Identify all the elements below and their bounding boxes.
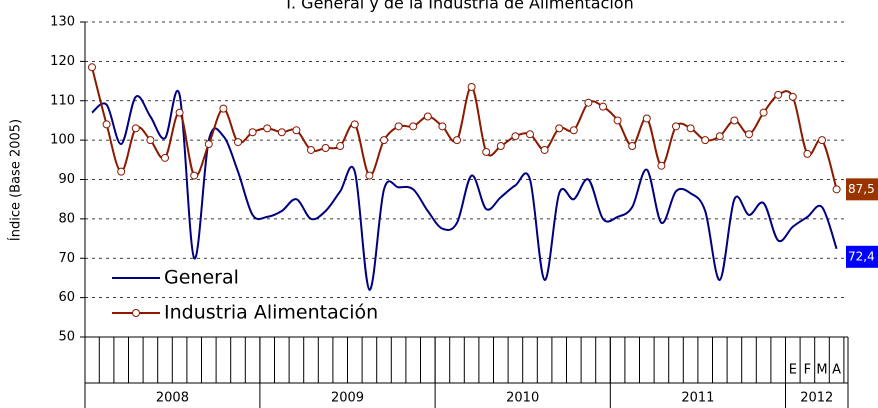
y-tick-label: 130 [50, 15, 75, 30]
x-tick-label: F [804, 363, 811, 378]
marker [526, 130, 534, 139]
marker [482, 147, 491, 156]
year-label: 2009 [331, 391, 364, 406]
chart-title: I. General y de la Industria de Alimenta… [286, 0, 633, 13]
marker [277, 128, 286, 137]
marker [88, 63, 96, 72]
marker [730, 116, 739, 125]
marker [467, 82, 476, 91]
marker [102, 120, 111, 129]
marker [161, 153, 169, 162]
marker [759, 108, 768, 117]
y-tick-label: 100 [50, 133, 75, 148]
marker [350, 120, 359, 129]
y-tick-label: 110 [50, 93, 75, 108]
marker [409, 122, 418, 131]
marker [832, 185, 841, 194]
marker [803, 149, 812, 158]
x-tick-label: M [816, 363, 827, 378]
legend-label: General [164, 267, 239, 289]
year-label: 2010 [506, 391, 539, 406]
marker [715, 132, 724, 141]
marker [686, 124, 695, 133]
marker [423, 112, 432, 121]
marker [292, 126, 301, 135]
marker [263, 124, 272, 133]
value-label-box [846, 178, 878, 201]
marker [146, 136, 155, 145]
marker [613, 116, 622, 125]
marker [569, 126, 578, 135]
y-axis-label: Índice (Base 2005) [8, 119, 24, 241]
marker [234, 138, 242, 147]
legend-label: Industria Alimentación [164, 302, 378, 324]
marker [774, 90, 783, 99]
marker [628, 142, 637, 151]
marker [540, 145, 549, 154]
marker [219, 104, 228, 113]
marker [117, 167, 126, 176]
x-tick-label: A [832, 363, 841, 378]
series-line [91, 90, 838, 291]
value-label-box [846, 245, 878, 268]
marker [496, 142, 505, 151]
marker [380, 136, 388, 145]
year-label: 2008 [156, 391, 189, 406]
marker [788, 92, 797, 101]
value-label: 72,4 [848, 249, 875, 263]
y-tick-label: 70 [58, 251, 75, 266]
marker [657, 161, 666, 170]
y-tick-label: 50 [58, 330, 75, 345]
x-tick-label: E [789, 363, 797, 378]
marker [672, 122, 680, 131]
marker [175, 108, 184, 117]
marker [131, 124, 140, 133]
y-tick-label: 90 [58, 172, 75, 187]
marker [190, 171, 199, 180]
marker [438, 122, 447, 131]
marker [365, 171, 374, 180]
marker [394, 122, 403, 131]
marker [818, 136, 826, 145]
year-label: 2011 [681, 391, 714, 406]
marker [701, 136, 710, 145]
marker [511, 132, 520, 141]
marker [248, 128, 257, 137]
y-tick-label: 60 [58, 290, 75, 305]
y-tick-label: 120 [50, 54, 75, 69]
marker [584, 98, 593, 107]
value-label: 87,5 [848, 182, 875, 196]
marker [321, 144, 330, 152]
year-label: 2012 [800, 391, 833, 406]
marker [336, 142, 345, 151]
marker [745, 130, 753, 139]
series-line [91, 67, 838, 190]
marker [642, 114, 651, 123]
marker [555, 124, 564, 133]
marker [453, 136, 461, 145]
marker [307, 145, 315, 154]
marker [599, 102, 607, 111]
y-tick-label: 80 [58, 211, 75, 226]
legend-marker [132, 309, 140, 317]
marker [204, 140, 213, 149]
